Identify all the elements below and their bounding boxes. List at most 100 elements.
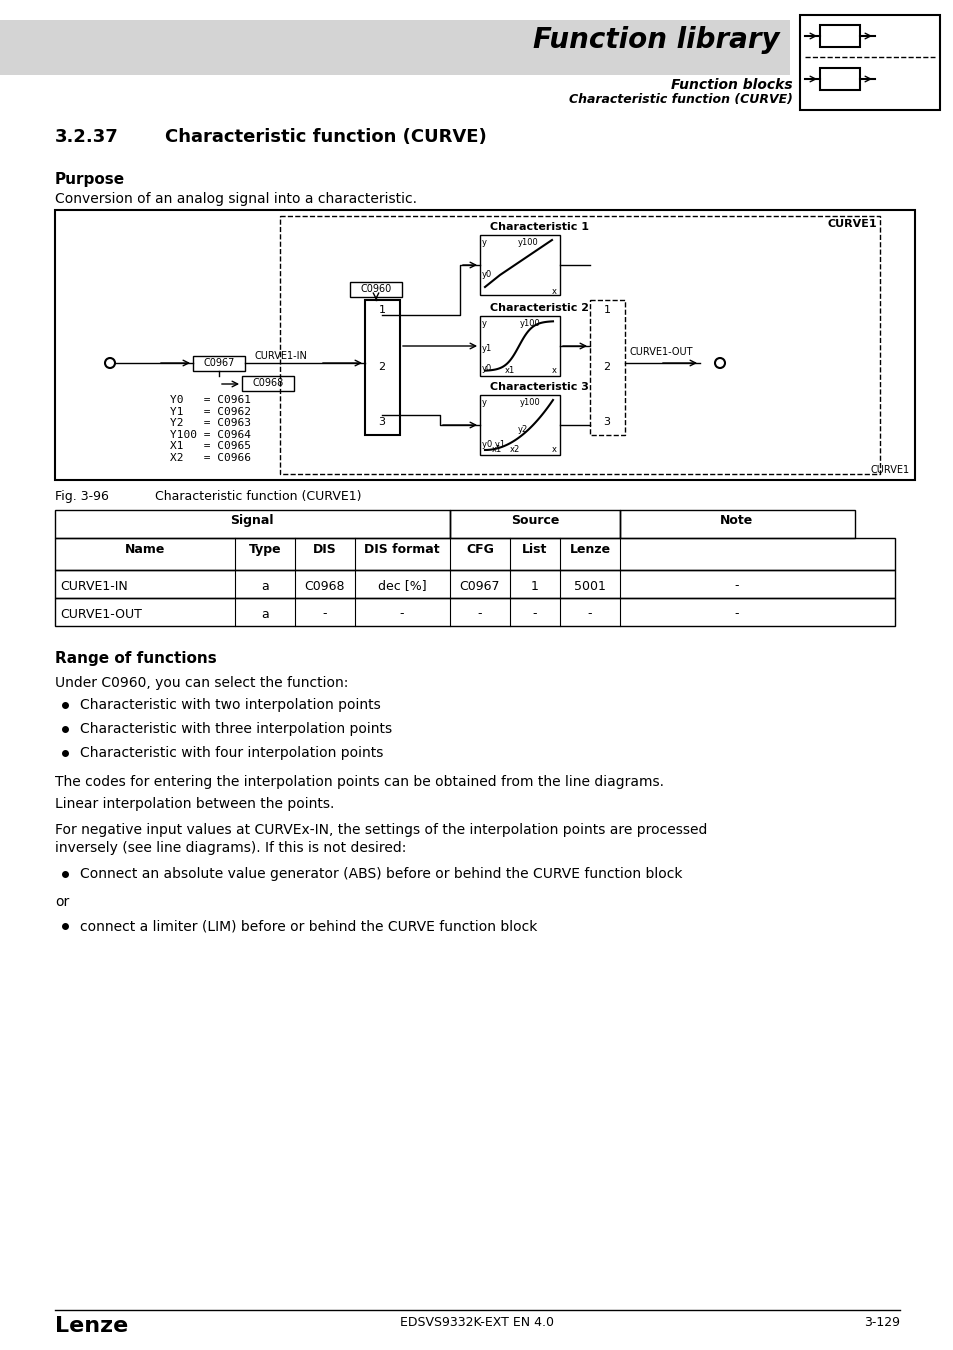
Text: Signal: Signal bbox=[230, 514, 274, 526]
Bar bbox=[0, 20, 789, 76]
Bar bbox=[800, 15, 939, 109]
Text: x1: x1 bbox=[504, 366, 515, 375]
Text: 1: 1 bbox=[603, 305, 610, 315]
Text: y0: y0 bbox=[481, 270, 492, 279]
Bar bbox=[55, 211, 914, 481]
Text: Characteristic function (CURVE1): Characteristic function (CURVE1) bbox=[154, 490, 361, 504]
Bar bbox=[619, 510, 854, 539]
Text: 3-129: 3-129 bbox=[863, 1316, 899, 1328]
Text: Characteristic function (CURVE): Characteristic function (CURVE) bbox=[165, 128, 486, 146]
Text: C0967: C0967 bbox=[459, 579, 499, 593]
Text: Characteristic function (CURVE): Characteristic function (CURVE) bbox=[569, 93, 792, 107]
Text: Y0   = C0961
Y1   = C0962
Y2   = C0963
Y100 = C0964
X1   = C0965
X2   = C0966: Y0 = C0961 Y1 = C0962 Y2 = C0963 Y100 = … bbox=[170, 396, 251, 463]
Text: y2: y2 bbox=[517, 425, 528, 433]
Text: List: List bbox=[521, 543, 547, 556]
Text: The codes for entering the interpolation points can be obtained from the line di: The codes for entering the interpolation… bbox=[55, 775, 663, 788]
Text: 2: 2 bbox=[378, 362, 385, 373]
Text: Linear interpolation between the points.: Linear interpolation between the points. bbox=[55, 796, 334, 811]
Text: Characteristic 3: Characteristic 3 bbox=[490, 382, 588, 391]
Text: a: a bbox=[261, 608, 269, 621]
Text: 1: 1 bbox=[531, 579, 538, 593]
Text: CURVE1-IN: CURVE1-IN bbox=[254, 351, 308, 360]
Text: Function blocks: Function blocks bbox=[671, 78, 792, 92]
Text: Conversion of an analog signal into a characteristic.: Conversion of an analog signal into a ch… bbox=[55, 192, 416, 207]
Text: Purpose: Purpose bbox=[55, 171, 125, 188]
Text: a: a bbox=[261, 579, 269, 593]
Bar bbox=[55, 510, 450, 539]
Text: DIS format: DIS format bbox=[364, 543, 439, 556]
Text: x2: x2 bbox=[510, 446, 519, 454]
Text: Characteristic 1: Characteristic 1 bbox=[490, 221, 588, 232]
Text: C0967: C0967 bbox=[203, 358, 234, 369]
Bar bbox=[55, 539, 894, 570]
Text: Function library: Function library bbox=[533, 26, 780, 54]
Bar bbox=[589, 300, 624, 435]
Text: CURVE1-OUT: CURVE1-OUT bbox=[60, 608, 142, 621]
Bar bbox=[450, 510, 619, 539]
Text: -: - bbox=[734, 579, 739, 593]
Text: Lenze: Lenze bbox=[569, 543, 610, 556]
Text: 5001: 5001 bbox=[574, 579, 605, 593]
Text: -: - bbox=[734, 608, 739, 621]
Text: y1: y1 bbox=[481, 344, 492, 352]
Bar bbox=[820, 68, 859, 90]
Text: y: y bbox=[481, 398, 486, 406]
Bar bbox=[280, 216, 879, 474]
Text: -: - bbox=[322, 608, 327, 621]
Text: C0968: C0968 bbox=[304, 579, 345, 593]
Text: For negative input values at CURVEx-IN, the settings of the interpolation points: For negative input values at CURVEx-IN, … bbox=[55, 824, 706, 837]
Text: EDSVS9332K-EXT EN 4.0: EDSVS9332K-EXT EN 4.0 bbox=[399, 1316, 554, 1328]
Text: Fig. 3-96: Fig. 3-96 bbox=[55, 490, 109, 504]
Text: dec [%]: dec [%] bbox=[377, 579, 426, 593]
Text: Source: Source bbox=[510, 514, 558, 526]
Bar bbox=[479, 235, 559, 296]
Text: Connect an absolute value generator (ABS) before or behind the CURVE function bl: Connect an absolute value generator (ABS… bbox=[80, 867, 681, 882]
Text: -: - bbox=[532, 608, 537, 621]
Text: 3.2.37: 3.2.37 bbox=[55, 128, 118, 146]
Bar bbox=[820, 26, 859, 47]
Bar bbox=[242, 377, 294, 392]
Bar bbox=[365, 300, 399, 435]
Text: Characteristic with three interpolation points: Characteristic with three interpolation … bbox=[80, 722, 392, 736]
Text: Note: Note bbox=[720, 514, 753, 526]
Text: CURVE1-OUT: CURVE1-OUT bbox=[629, 347, 693, 356]
Text: CFG: CFG bbox=[466, 543, 494, 556]
Text: y100: y100 bbox=[519, 319, 540, 328]
Text: Under C0960, you can select the function:: Under C0960, you can select the function… bbox=[55, 676, 348, 690]
Text: y: y bbox=[481, 238, 486, 247]
Text: 1: 1 bbox=[378, 305, 385, 315]
Text: y: y bbox=[481, 319, 486, 328]
Text: x1: x1 bbox=[492, 446, 501, 454]
Bar bbox=[193, 356, 245, 371]
Text: connect a limiter (LIM) before or behind the CURVE function block: connect a limiter (LIM) before or behind… bbox=[80, 919, 537, 933]
Text: DIS: DIS bbox=[313, 543, 336, 556]
Text: x: x bbox=[552, 446, 557, 454]
Text: y0: y0 bbox=[481, 364, 492, 373]
Text: CURVE1-IN: CURVE1-IN bbox=[60, 579, 128, 593]
Text: Type: Type bbox=[249, 543, 281, 556]
Text: y0 y1: y0 y1 bbox=[481, 440, 504, 450]
Text: x: x bbox=[552, 366, 557, 375]
Text: inversely (see line diagrams). If this is not desired:: inversely (see line diagrams). If this i… bbox=[55, 841, 406, 855]
Text: -: - bbox=[477, 608, 482, 621]
Text: Name: Name bbox=[125, 543, 165, 556]
Text: Characteristic with two interpolation points: Characteristic with two interpolation po… bbox=[80, 698, 380, 711]
Text: C0968: C0968 bbox=[253, 378, 283, 387]
Text: -: - bbox=[399, 608, 404, 621]
Text: or: or bbox=[55, 895, 70, 909]
Text: Range of functions: Range of functions bbox=[55, 651, 216, 666]
Text: CURVE1: CURVE1 bbox=[870, 464, 909, 475]
Bar bbox=[55, 570, 894, 598]
Text: x: x bbox=[552, 288, 557, 296]
Text: -: - bbox=[587, 608, 592, 621]
Text: Characteristic 2: Characteristic 2 bbox=[490, 302, 588, 313]
Text: CURVE1: CURVE1 bbox=[826, 219, 876, 230]
Text: Characteristic with four interpolation points: Characteristic with four interpolation p… bbox=[80, 747, 383, 760]
Text: 3: 3 bbox=[603, 417, 610, 427]
Bar bbox=[55, 598, 894, 626]
Text: 3: 3 bbox=[378, 417, 385, 427]
Text: C0960: C0960 bbox=[360, 284, 392, 294]
Text: y100: y100 bbox=[517, 238, 538, 247]
Bar bbox=[479, 396, 559, 455]
Bar bbox=[479, 316, 559, 377]
